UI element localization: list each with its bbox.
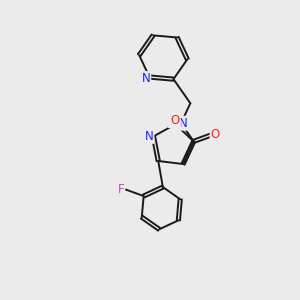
Text: H: H bbox=[169, 117, 177, 127]
Text: N: N bbox=[142, 72, 150, 85]
Text: F: F bbox=[118, 183, 124, 196]
Text: N: N bbox=[145, 130, 153, 143]
Text: O: O bbox=[171, 114, 180, 127]
Text: N: N bbox=[179, 117, 188, 130]
Text: O: O bbox=[211, 128, 220, 141]
